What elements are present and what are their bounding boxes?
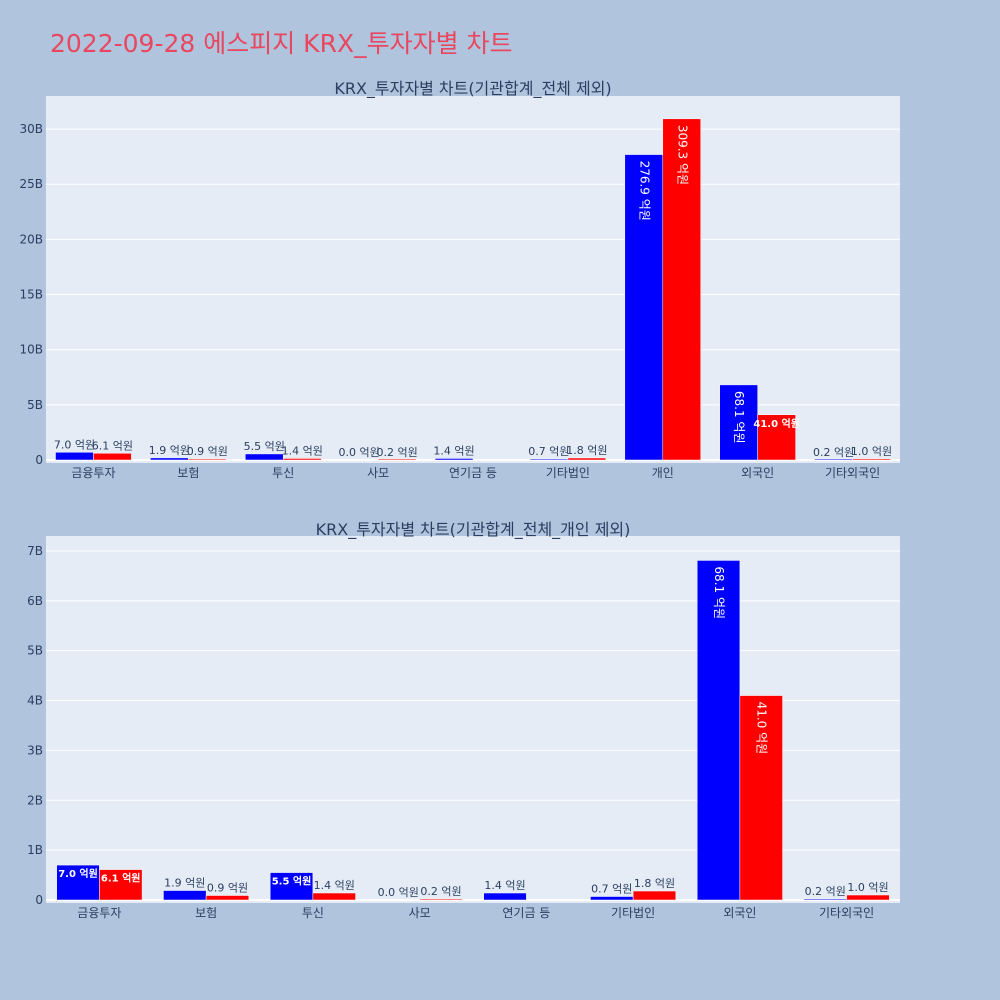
chart-1-data-label: 1.4 억원: [282, 444, 323, 457]
chart-1-bar: [757, 414, 796, 461]
chart-1-data-label: 1.8 억원: [566, 444, 607, 457]
chart-1-data-label: 1.9 억원: [149, 444, 190, 457]
chart-2-bar: [163, 890, 207, 901]
chart-1-y-tick-label: 20B: [19, 232, 43, 246]
chart-1-data-label: 7.0 억원: [54, 438, 95, 451]
chart-1-data-label: 0.0 억원: [339, 446, 380, 459]
chart-1-bar: [282, 458, 322, 461]
chart-2-data-label: 1.8 억원: [634, 877, 675, 890]
chart-1-y-tick-label: 30B: [19, 122, 43, 136]
chart-2-data-label: 7.0 억원: [58, 867, 98, 880]
chart-1-x-tick-label: 기타외국인: [825, 466, 880, 480]
chart-1-data-label: 0.2 억원: [376, 446, 417, 459]
chart-1-y-tick-label: 10B: [19, 343, 43, 357]
chart-1-title: KRX_투자자별 차트(기관합계_전체 제외): [334, 79, 611, 99]
chart-2-data-label: 1.4 억원: [484, 879, 525, 892]
chart-1-y-tick-label: 15B: [19, 288, 43, 302]
chart-2-data-label: 1.0 억원: [847, 881, 888, 894]
chart-2-data-label: 0.9 억원: [207, 882, 248, 895]
chart-1-bar: [55, 452, 94, 461]
chart-2-bar: [632, 890, 677, 901]
chart-1-x-tick-label: 금융투자: [71, 466, 115, 480]
chart-1-bar: [245, 453, 284, 461]
chart-1-bar: [93, 453, 132, 461]
chart-1-x-tick-label: 사모: [367, 466, 389, 480]
chart-1-data-label: 0.9 억원: [187, 445, 228, 458]
chart-1-x-tick-label: 개인: [652, 466, 674, 480]
chart-2-data-label: 1.9 억원: [164, 877, 205, 890]
chart-2-x-tick-label: 투신: [302, 906, 324, 920]
chart-2-bar: [590, 896, 634, 901]
chart-1-y-tick-label: 25B: [19, 177, 43, 191]
chart-1-bar: [567, 457, 607, 461]
page-title: 2022-09-28 에스피지 KRX_투자자별 차트: [50, 29, 513, 58]
chart-2-data-label: 0.7 억원: [591, 883, 632, 896]
chart-2-data-label: 6.1 억원: [101, 872, 141, 885]
chart-2-x-tick-label: 외국인: [723, 906, 756, 920]
chart-2-y-tick-label: 5B: [27, 644, 43, 658]
chart-2-data-label: 68.1 억원: [712, 566, 726, 619]
chart-1-plot-area: [46, 96, 900, 463]
chart-1-y-tick-label: 0: [35, 453, 43, 467]
chart-2-y-tick-label: 6B: [27, 594, 43, 608]
chart-1-bar: [852, 458, 891, 461]
chart-2-x-tick-label: 보험: [195, 906, 217, 920]
chart-2-bar: [56, 864, 100, 901]
chart-2-bar: [205, 895, 250, 901]
chart-1-data-label: 0.2 억원: [813, 446, 854, 459]
chart-2-data-label: 5.5 억원: [272, 875, 312, 888]
chart-1-bar: [188, 458, 227, 461]
chart-2-bar: [419, 898, 463, 901]
chart-2-bar: [803, 898, 847, 901]
chart-2-bar: [312, 892, 356, 901]
chart-1-data-label: 0.7 억원: [528, 445, 569, 458]
chart-1-bar: [434, 458, 474, 461]
chart-2-y-tick-label: 0: [35, 893, 43, 907]
chart-1-data-label: 68.1 억원: [732, 391, 746, 444]
chart-2-x-tick-label: 사모: [409, 906, 431, 920]
chart-2-bar: [483, 892, 527, 901]
chart-1-bar: [814, 458, 853, 461]
chart-1-data-label: 6.1 억원: [92, 439, 133, 452]
chart-1-x-tick-label: 투신: [272, 466, 294, 480]
chart-1-bar: [662, 118, 701, 461]
chart-2-y-tick-label: 3B: [27, 743, 43, 757]
chart-2-x-tick-label: 연기금 등: [502, 906, 550, 920]
chart-2-y-tick-label: 7B: [27, 544, 43, 558]
chart-1-data-label: 276.9 억원: [637, 161, 651, 221]
chart-2-bar: [846, 894, 890, 901]
chart-1-y-tick-label: 5B: [27, 398, 43, 412]
chart-1-bar: [624, 154, 664, 461]
chart-1-data-label: 309.3 억원: [675, 125, 689, 185]
chart-2-y-tick-label: 4B: [27, 694, 43, 708]
chart-1-bar: [377, 458, 417, 461]
chart-2-bar: [99, 869, 143, 901]
chart-1-bar: [150, 457, 189, 461]
chart-2-x-tick-label: 기타법인: [611, 906, 655, 920]
chart-2-x-tick-label: 금융투자: [77, 906, 121, 920]
chart-2-data-label: 0.2 억원: [805, 885, 846, 898]
chart-1-data-label: 5.5 억원: [244, 440, 285, 453]
chart-2-y-tick-label: 2B: [27, 793, 43, 807]
chart-1-data-label: 41.0 억원: [753, 417, 800, 430]
chart-1-x-tick-label: 보험: [177, 466, 199, 480]
chart-2-data-label: 1.4 억원: [314, 879, 355, 892]
chart-2-title: KRX_투자자별 차트(기관합계_전체_개인 제외): [316, 520, 631, 540]
chart-2-data-label: 0.0 억원: [378, 886, 419, 899]
chart-1-bar: [719, 384, 758, 461]
chart-1-x-tick-label: 연기금 등: [449, 466, 497, 480]
chart-2-bar: [739, 695, 783, 901]
chart-1-bar: [529, 458, 569, 461]
chart-2-y-tick-label: 1B: [27, 843, 43, 857]
chart-1-data-label: 1.4 억원: [433, 444, 474, 457]
chart-2-data-label: 41.0 억원: [755, 702, 769, 755]
chart-1-x-tick-label: 기타법인: [546, 466, 590, 480]
chart-2-bar: [269, 872, 314, 901]
chart-1-x-tick-label: 외국인: [741, 466, 774, 480]
chart-1-data-label: 1.0 억원: [851, 445, 892, 458]
chart-2-x-tick-label: 기타외국인: [819, 906, 874, 920]
chart-2-bar: [696, 560, 741, 901]
chart-2-data-label: 0.2 억원: [420, 885, 461, 898]
